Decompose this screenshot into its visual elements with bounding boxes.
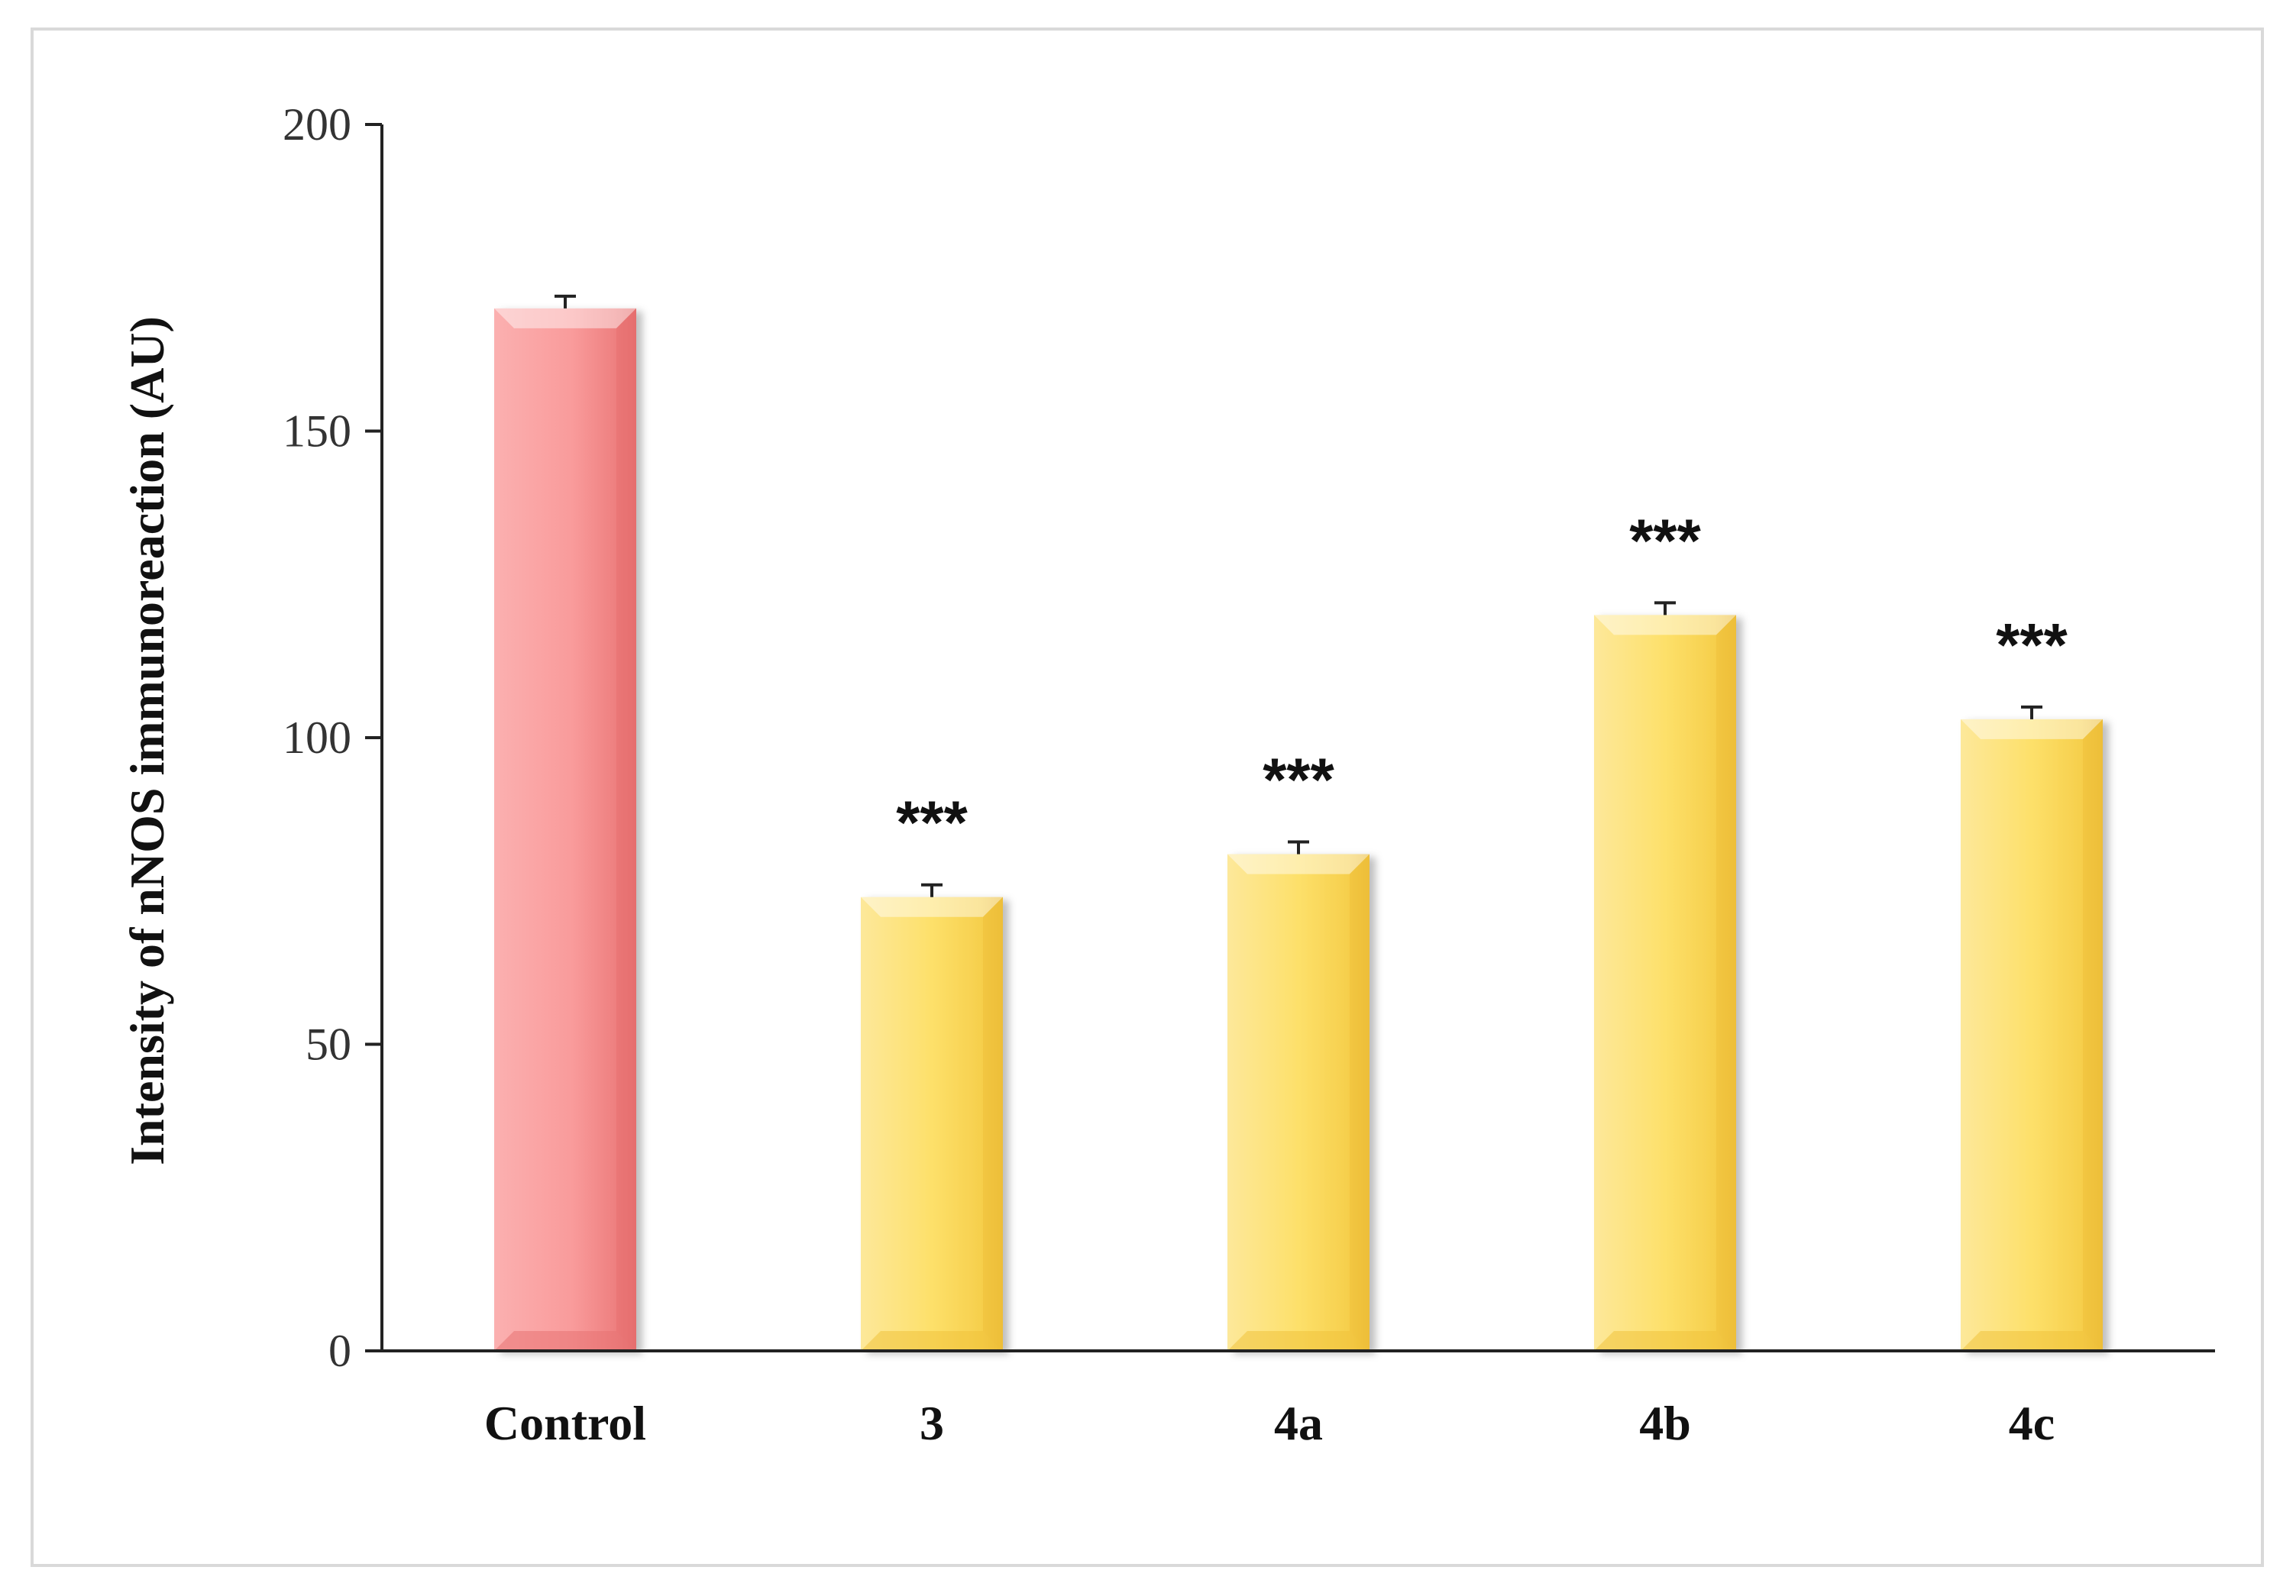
bar-bottom-bevel [494, 1331, 636, 1351]
x-category-label: 4c [2009, 1396, 2055, 1450]
x-category-label: 4b [1639, 1396, 1691, 1450]
bar-right-bevel [983, 897, 1003, 1351]
y-tick-label: 50 [306, 1019, 351, 1070]
bar [1594, 615, 1736, 1351]
bar-group: *** [1594, 506, 1736, 1351]
bar-top-bevel [494, 308, 636, 328]
bar-group: *** [861, 789, 1003, 1351]
bar-bottom-bevel [861, 1331, 1003, 1351]
bar-bottom-bevel [1961, 1331, 2103, 1351]
x-category-label: 3 [920, 1396, 944, 1450]
x-axis-labels: Control 3 4a 4b 4c [484, 1396, 2055, 1450]
bar [861, 897, 1003, 1351]
significance-label: *** [896, 789, 968, 857]
bar-top-bevel [1594, 615, 1736, 635]
bar [1227, 854, 1370, 1351]
bar-right-bevel [1716, 615, 1736, 1351]
y-tick-label: 100 [283, 712, 351, 763]
bar-group: *** [1227, 746, 1370, 1351]
bar-right-bevel [1350, 854, 1370, 1351]
bar [494, 308, 636, 1351]
significance-label: *** [1629, 506, 1701, 574]
significance-label: *** [1263, 746, 1334, 814]
bar-bottom-bevel [1594, 1331, 1736, 1351]
bar-right-bevel [616, 308, 636, 1351]
bar [1961, 719, 2103, 1351]
y-axis-ticks: 0 50 100 150 200 [283, 99, 382, 1376]
chart-frame: Intensity of nNOS immunoreaction (AU) 0 5… [31, 27, 2264, 1567]
x-category-label: 4a [1274, 1396, 1323, 1450]
y-tick-label: 200 [283, 99, 351, 150]
y-axis-label: Intensity of nNOS immunoreaction (AU) [120, 316, 174, 1165]
significance-label: *** [1996, 611, 2068, 679]
bar-top-bevel [1961, 719, 2103, 739]
bars: *** *** *** *** [494, 294, 2103, 1351]
y-tick-label: 0 [328, 1326, 351, 1376]
bar-chart: Intensity of nNOS immunoreaction (AU) 0 5… [120, 99, 2215, 1450]
bar-right-bevel [2083, 719, 2103, 1351]
x-category-label: Control [484, 1396, 646, 1450]
bar-group [494, 294, 636, 1351]
bar-top-bevel [1227, 854, 1370, 874]
y-tick-label: 150 [283, 406, 351, 457]
bar-bottom-bevel [1227, 1331, 1370, 1351]
bar-group: *** [1961, 611, 2103, 1351]
bar-top-bevel [861, 897, 1003, 917]
